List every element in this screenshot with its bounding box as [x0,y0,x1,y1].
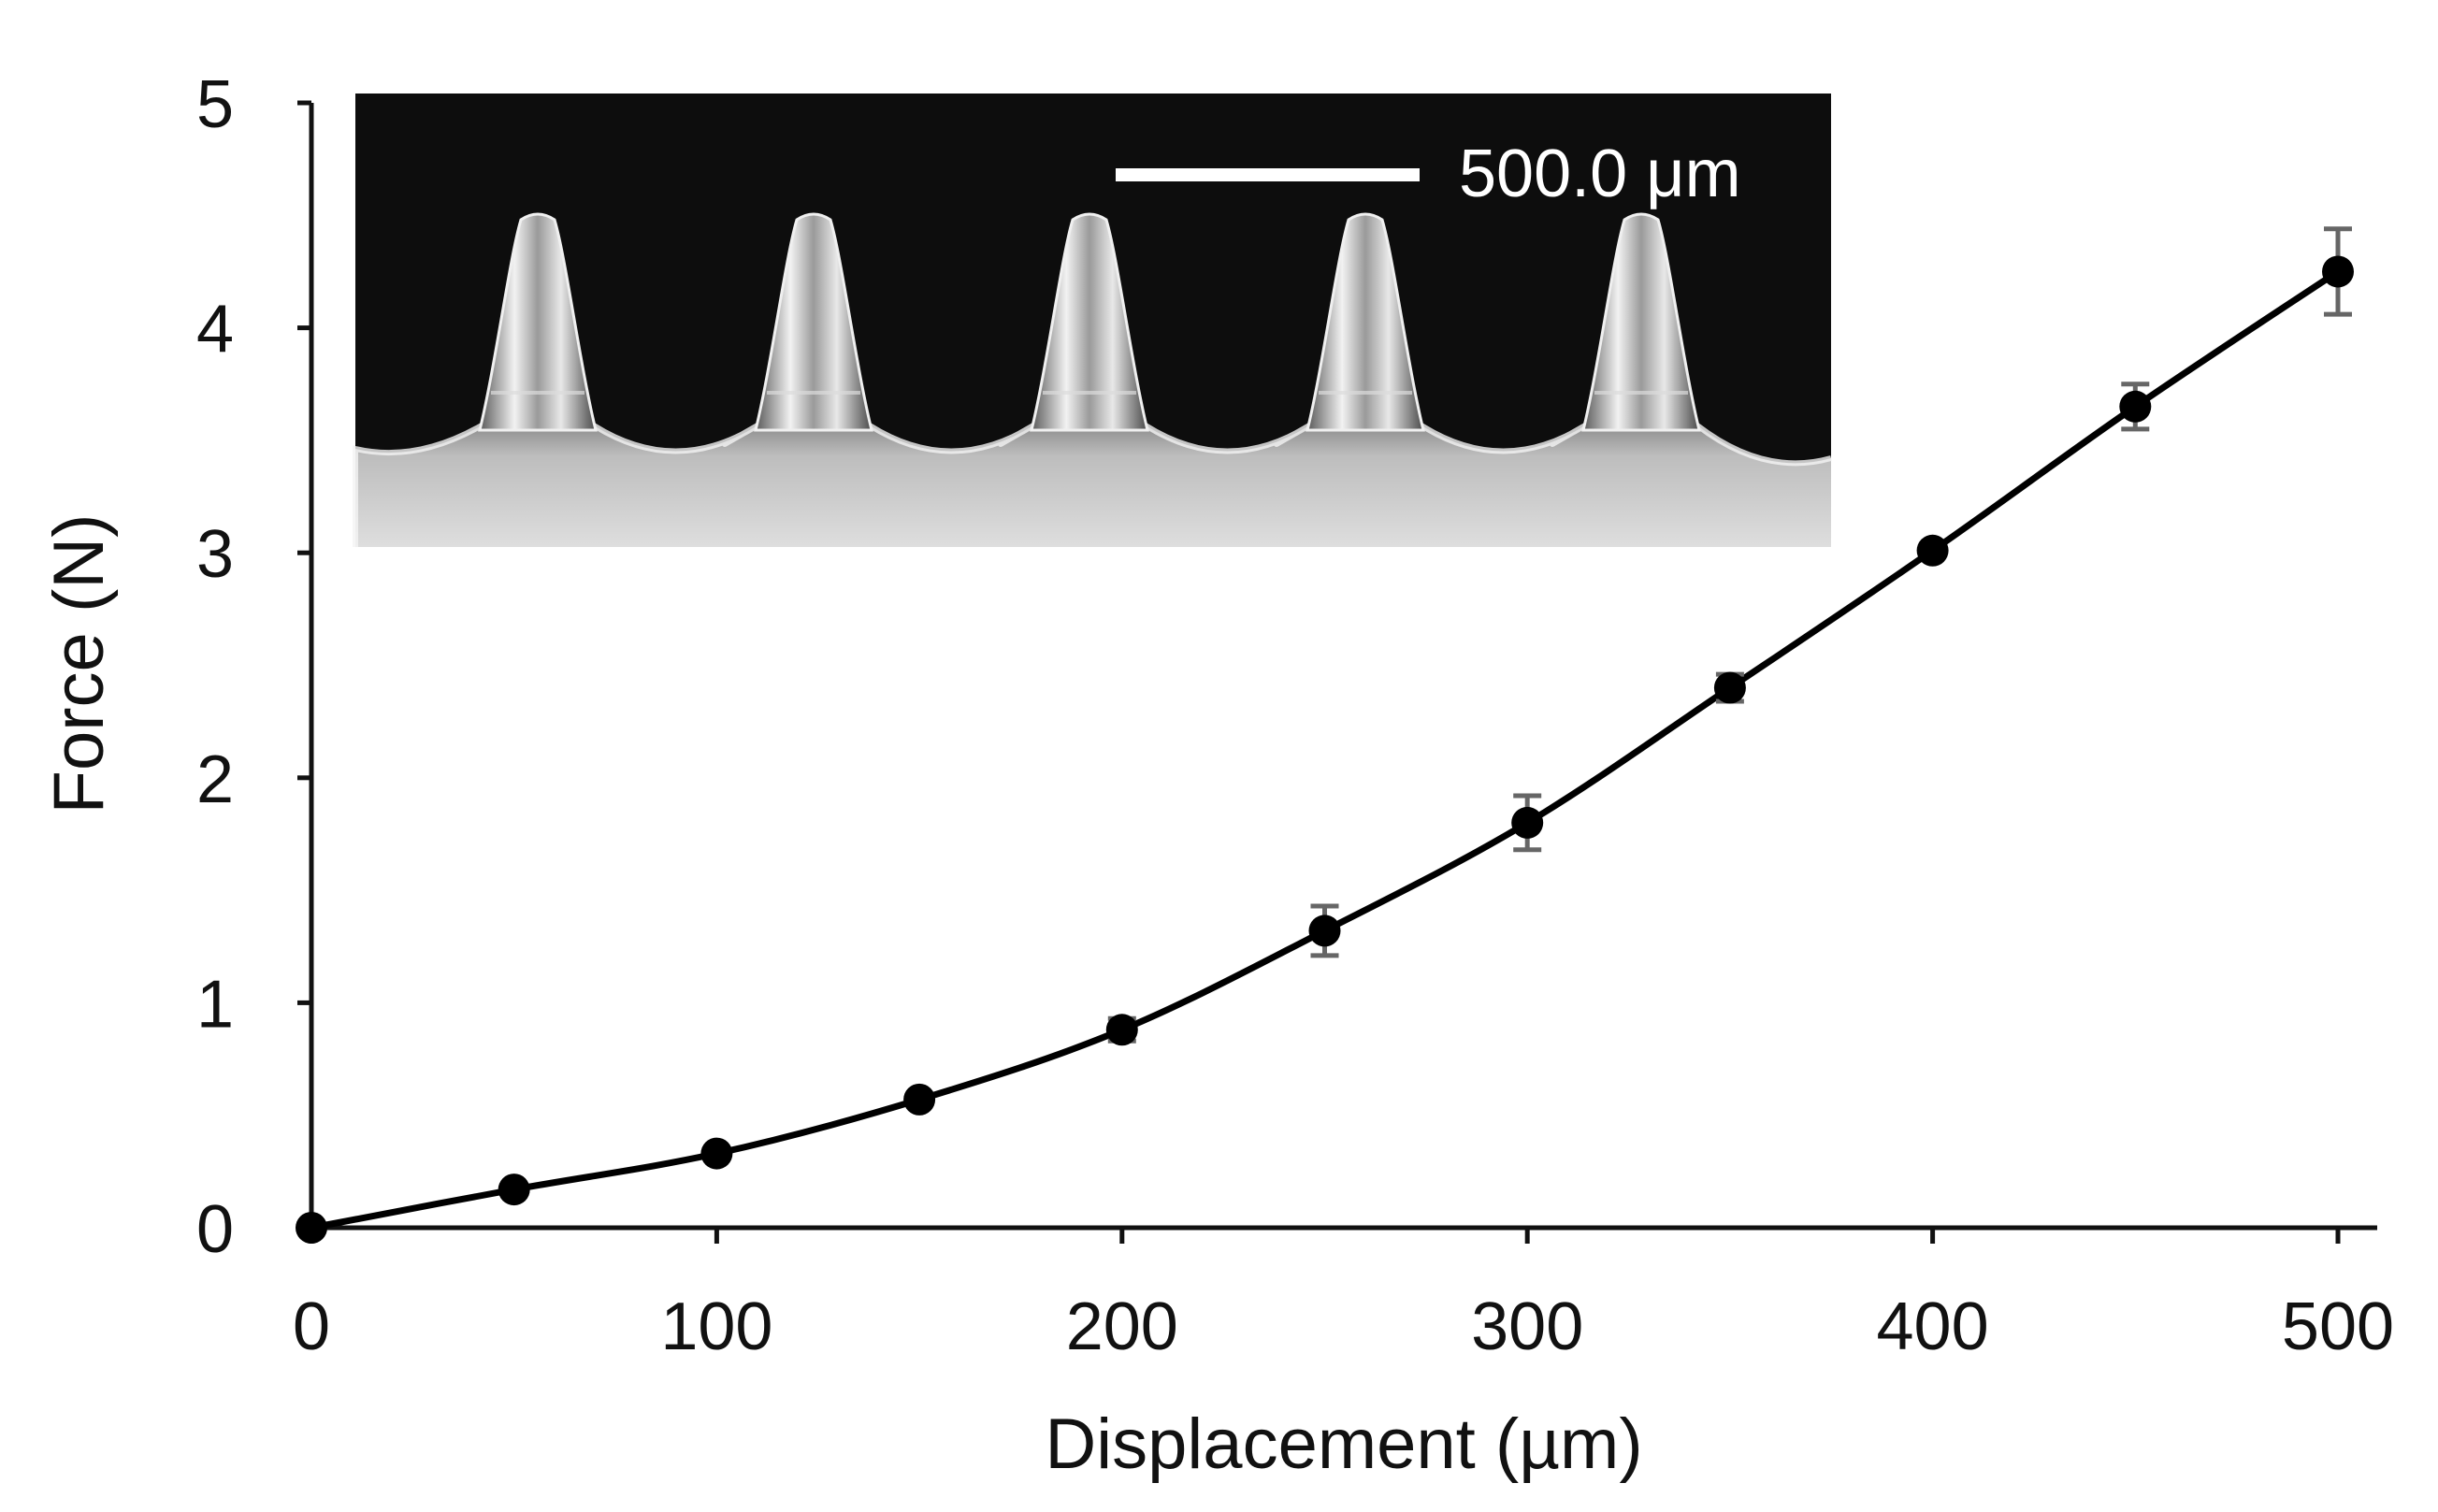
x-tick-label: 200 [1066,1289,1178,1364]
axes [309,103,2377,1231]
data-point [1308,914,1341,947]
x-tick-label: 400 [1877,1289,1989,1364]
x-tick-label: 100 [660,1289,772,1364]
data-point [903,1083,936,1116]
scale-bar [1116,168,1420,181]
microneedle-array [353,212,1832,547]
y-tick-label: 0 [196,1192,234,1267]
plot-area [296,226,2354,1244]
microneedle [1581,212,1701,432]
y-tick-label: 5 [196,67,234,142]
scale-bar-label: 500.0 μm [1459,137,1741,211]
data-point [296,1212,327,1244]
y-axis-ticks: 0 1 2 3 4 5 [196,67,311,1267]
x-tick-label: 300 [1471,1289,1583,1364]
data-point [1916,534,1949,567]
data-point [1105,1014,1138,1046]
y-tick-label: 1 [196,967,234,1042]
data-point [1511,806,1544,839]
y-tick-label: 2 [196,742,234,817]
x-axis-ticks: 0 100 200 300 400 500 [293,1228,2394,1364]
microneedle [478,212,598,432]
data-point [2322,255,2354,288]
y-tick-label: 4 [196,293,234,367]
x-axis-title: Displacement (µm) [1045,1404,1642,1484]
data-point [498,1174,530,1206]
data-point [2119,390,2152,423]
microneedle [1306,212,1425,432]
data-point [700,1137,733,1170]
x-tick-label: 0 [293,1289,330,1364]
data-point [1713,671,1746,704]
y-tick-label: 3 [196,517,234,592]
microneedle [754,212,873,432]
microneedle [1030,212,1149,432]
x-tick-label: 500 [2282,1289,2394,1364]
microneedle-micrograph-inset: 500.0 μm [353,94,1832,547]
substrate [355,425,1831,547]
y-axis-title: Force (N) [39,514,119,814]
series-line [310,268,2340,1231]
